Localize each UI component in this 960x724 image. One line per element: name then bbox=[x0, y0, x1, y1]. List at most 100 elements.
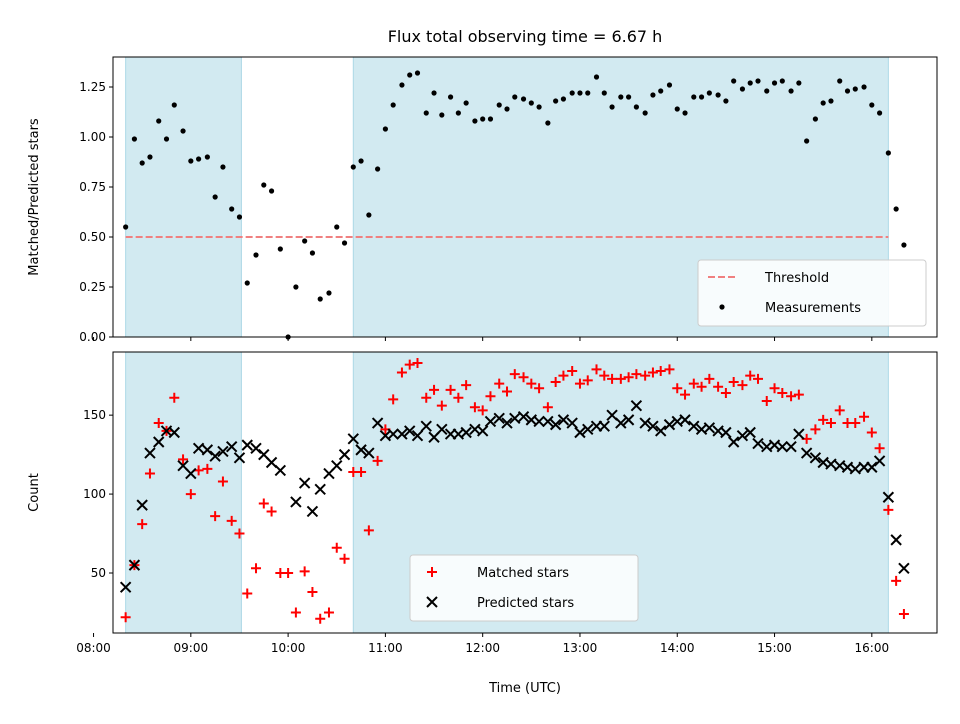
matched-star-point bbox=[445, 384, 456, 395]
measurement-point bbox=[869, 102, 875, 108]
measurement-point bbox=[837, 78, 843, 84]
measurement-point bbox=[893, 206, 899, 212]
matched-star-point bbox=[607, 373, 618, 384]
measurement-point bbox=[147, 154, 153, 160]
shaded-interval-1 bbox=[125, 56, 242, 338]
matched-star-point bbox=[518, 372, 529, 383]
predicted-star-point bbox=[736, 429, 749, 442]
matched-star-point bbox=[680, 389, 691, 400]
matched-star-point bbox=[574, 378, 585, 389]
predicted-star-point bbox=[793, 428, 805, 440]
predicted-star-point bbox=[404, 425, 416, 437]
measurement-point bbox=[666, 82, 673, 88]
y-axis-label: Matched/Predicted stars bbox=[27, 118, 42, 276]
predicted-star-point bbox=[420, 420, 432, 432]
measurement-point bbox=[204, 154, 210, 160]
matched-star-point bbox=[891, 575, 902, 586]
measurement-point bbox=[220, 164, 226, 170]
x-tick-label: 16:00 bbox=[855, 641, 890, 655]
y-tick-label: 0.75 bbox=[79, 180, 106, 194]
matched-star-point bbox=[388, 394, 399, 405]
matched-star-point bbox=[818, 414, 829, 425]
legend-label: Threshold bbox=[764, 271, 829, 286]
predicted-star-point bbox=[533, 415, 545, 428]
matched-star-point bbox=[866, 427, 877, 438]
predicted-star-point bbox=[785, 441, 797, 453]
measurement-point bbox=[171, 102, 177, 108]
predicted-star-point bbox=[363, 447, 375, 459]
predicted-star-point bbox=[338, 448, 351, 461]
measurement-point bbox=[691, 94, 697, 100]
y-tick-label: 1.25 bbox=[79, 80, 106, 94]
series-predicted-stars bbox=[119, 399, 910, 593]
measurement-point bbox=[261, 182, 267, 188]
matched-star-point bbox=[526, 378, 537, 389]
measurement-point bbox=[739, 86, 746, 92]
measurement-point bbox=[180, 128, 186, 134]
predicted-star-point bbox=[217, 445, 229, 458]
measurement-point bbox=[463, 100, 469, 106]
predicted-star-point bbox=[825, 458, 837, 470]
matched-star-point bbox=[737, 380, 748, 391]
matched-star-point bbox=[859, 411, 870, 422]
matched-star-point bbox=[363, 525, 374, 536]
matched-star-point bbox=[144, 468, 155, 479]
axes-frame bbox=[112, 56, 938, 338]
measurement-point bbox=[196, 156, 202, 162]
measurement-point bbox=[626, 94, 632, 100]
measurement-point bbox=[229, 206, 235, 212]
measurement-point bbox=[569, 90, 575, 96]
matched-star-point bbox=[728, 376, 739, 387]
measurement-point bbox=[131, 136, 138, 142]
predicted-star-point bbox=[185, 467, 197, 480]
matched-star-point bbox=[372, 455, 383, 466]
predicted-star-point bbox=[436, 423, 448, 436]
matched-star-point bbox=[599, 370, 610, 381]
measurement-point bbox=[771, 80, 778, 86]
measurement-point bbox=[747, 80, 753, 86]
y-axis-label: Count bbox=[27, 473, 42, 512]
predicted-star-point bbox=[144, 447, 156, 459]
measurement-point bbox=[520, 96, 527, 102]
predicted-star-point bbox=[703, 422, 716, 434]
measurement-point bbox=[317, 296, 323, 302]
measurement-point bbox=[447, 94, 454, 100]
predicted-star-point bbox=[396, 428, 408, 440]
predicted-star-point bbox=[720, 426, 732, 439]
predicted-star-point bbox=[630, 399, 643, 412]
measurement-point bbox=[796, 80, 802, 86]
y-tick-label: 100 bbox=[83, 487, 106, 501]
predicted-star-point bbox=[639, 417, 651, 429]
measurement-point bbox=[188, 158, 194, 164]
predicted-star-point bbox=[809, 452, 822, 464]
predicted-star-point bbox=[306, 505, 319, 518]
x-tick-label: 12:00 bbox=[465, 641, 500, 655]
measurement-point bbox=[277, 246, 283, 252]
matched-star-point bbox=[567, 365, 578, 376]
measurement-point bbox=[334, 224, 340, 230]
matched-star-point bbox=[664, 364, 675, 375]
matched-star-point bbox=[777, 388, 788, 399]
measurement-point bbox=[414, 70, 421, 76]
matched-star-point bbox=[412, 358, 423, 369]
measurement-point bbox=[764, 88, 770, 94]
x-tick-label: 13:00 bbox=[563, 641, 598, 655]
measurement-point bbox=[399, 82, 405, 88]
matched-star-point bbox=[217, 476, 228, 487]
measurement-point bbox=[293, 284, 299, 290]
measurement-point bbox=[407, 72, 413, 78]
matched-star-point bbox=[898, 609, 909, 620]
measurement-point bbox=[480, 116, 486, 122]
legend-measurement-handle bbox=[719, 304, 725, 310]
measurement-point bbox=[642, 110, 648, 116]
predicted-star-point bbox=[663, 418, 676, 431]
measurement-point bbox=[585, 90, 591, 96]
x-tick-label: 14:00 bbox=[660, 641, 695, 655]
matched-star-point bbox=[120, 612, 131, 623]
predicted-star-point bbox=[873, 455, 886, 467]
predicted-star-point bbox=[290, 496, 302, 508]
measurement-point bbox=[682, 110, 688, 116]
matched-star-point bbox=[688, 378, 699, 389]
x-tick-label: 11:00 bbox=[368, 641, 403, 655]
measurement-point bbox=[553, 98, 559, 104]
